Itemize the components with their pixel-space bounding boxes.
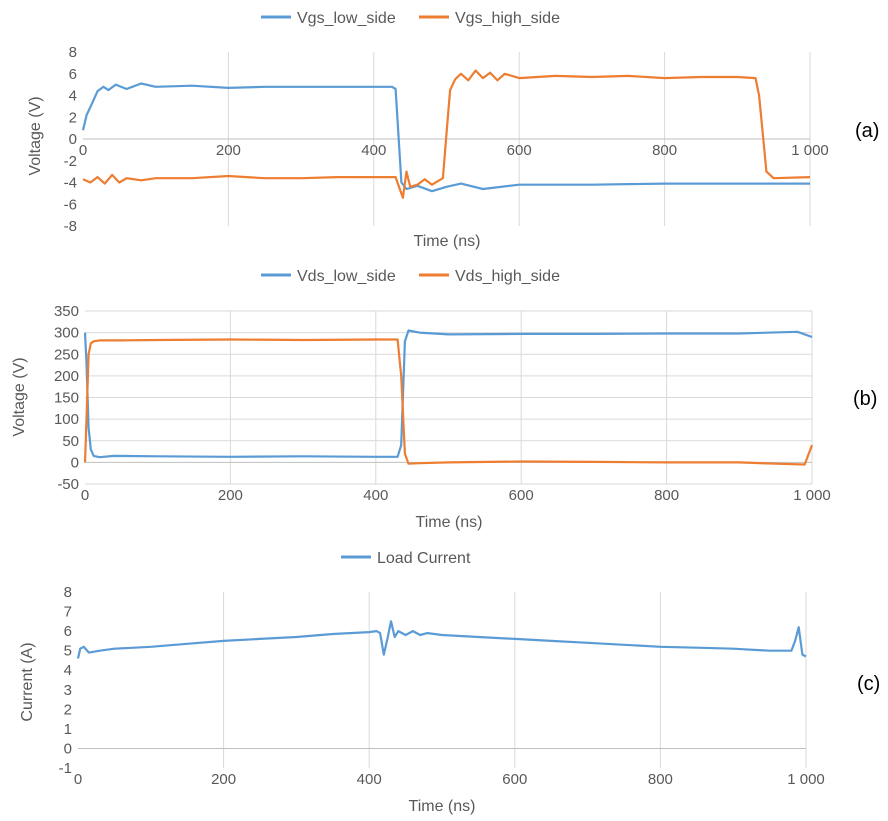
x-tick-label: 200 [211, 771, 236, 788]
y-tick-label: -1 [59, 760, 72, 777]
y-tick-label: 6 [69, 66, 77, 83]
y-tick-label: 6 [64, 623, 72, 640]
x-tick-label: 1 000 [793, 487, 831, 504]
y-tick-label: 0 [64, 740, 72, 757]
x-tick-labels: 0 200 400 600 800 1 000 [81, 487, 831, 504]
y-tick-label: -6 [64, 196, 77, 213]
y-tick-label: 4 [64, 662, 72, 679]
gridlines [83, 52, 811, 226]
chart-panel-c: Load Current 0 200 400 600 800 1 000 -1012345… [19, 550, 880, 815]
y-tick-label: 0 [71, 454, 79, 471]
gridlines [85, 310, 813, 485]
y-tick-label: -2 [64, 153, 77, 170]
panel-label-b: (b) [853, 388, 877, 410]
y-tick-label: 150 [54, 390, 79, 407]
x-tick-label: 0 [74, 771, 82, 788]
legend: Vgs_low_side Vgs_high_side [261, 10, 560, 27]
y-tick-label: 250 [54, 346, 79, 363]
x-axis-title: Time (ns) [409, 798, 476, 815]
y-tick-labels: -1 0 1 2 3 4 5 6 7 8 [59, 584, 72, 777]
y-tick-label: -8 [64, 218, 77, 235]
legend-label-vds-low-side: Vds_low_side [297, 268, 396, 285]
x-tick-label: 1 000 [791, 142, 829, 159]
y-tick-label: -4 [64, 175, 77, 192]
y-tick-label: 8 [64, 584, 72, 601]
panel-label-a: (a) [855, 120, 879, 142]
series-lines [83, 329, 814, 466]
y-tick-label: 350 [54, 303, 79, 320]
x-axis-title: Time (ns) [416, 514, 483, 531]
chart-panel-b: Vds_low_side Vds_high_side 0 200 400 600 800… [11, 268, 877, 531]
series-line-vgs-low-side [81, 82, 810, 193]
series-line-load-current [76, 620, 807, 659]
series-lines [81, 69, 811, 199]
y-axis-title: Current (A) [19, 642, 36, 721]
x-tick-label: 400 [363, 487, 388, 504]
x-tick-label: 800 [652, 142, 677, 159]
y-tick-label: 1 [64, 721, 72, 738]
legend: Vds_low_side Vds_high_side [261, 268, 560, 285]
x-tick-labels: 0 200 400 600 800 1 000 [79, 142, 829, 159]
panel-label-c: (c) [857, 673, 880, 695]
y-tick-label: 2 [69, 109, 77, 126]
legend-label-vds-high-side: Vds_high_side [455, 268, 560, 285]
x-tick-label: 200 [218, 487, 243, 504]
x-tick-label: 0 [79, 142, 87, 159]
x-tick-label: 800 [654, 487, 679, 504]
x-axis-title: Time (ns) [414, 233, 481, 250]
y-tick-label: 8 [69, 44, 77, 61]
y-tick-label: 50 [62, 433, 79, 450]
series-line-vgs-high-side [82, 69, 811, 199]
x-tick-label: 600 [507, 142, 532, 159]
y-tick-labels: -50 0 50 100 150 200 250 300 350 [54, 303, 79, 493]
x-tick-label: 1 000 [787, 771, 825, 788]
x-tick-label: 0 [81, 487, 89, 504]
y-tick-label: 100 [54, 411, 79, 428]
gridlines [78, 592, 807, 768]
y-tick-label: 3 [64, 682, 72, 699]
series-lines [76, 620, 807, 659]
x-tick-label: 400 [361, 142, 386, 159]
y-tick-label: 300 [54, 325, 79, 342]
y-tick-labels: -8 -6 -4 -2 0 2 4 6 8 [64, 44, 77, 235]
legend-label-vgs-high-side: Vgs_high_side [455, 10, 560, 27]
x-tick-labels: 0 200 400 600 800 1 000 [74, 771, 825, 788]
series-line-vds-high-side [83, 338, 814, 466]
y-tick-label: 0 [69, 131, 77, 148]
legend: Load Current [341, 550, 471, 567]
series-line-vds-low-side [83, 329, 813, 459]
x-tick-label: 600 [502, 771, 527, 788]
y-tick-label: 2 [64, 701, 72, 718]
y-tick-label: -50 [57, 476, 79, 493]
y-axis-title: Voltage (V) [11, 357, 28, 436]
y-tick-label: 5 [64, 643, 72, 660]
legend-label-load-current: Load Current [377, 550, 471, 567]
legend-label-vgs-low-side: Vgs_low_side [297, 10, 396, 27]
chart-panel-a: Vgs_low_side Vgs_high_side 0 200 400 600 800… [27, 10, 879, 250]
y-axis-title: Voltage (V) [27, 96, 44, 175]
y-tick-label: 200 [54, 368, 79, 385]
y-tick-label: 7 [64, 604, 72, 621]
x-tick-label: 600 [509, 487, 534, 504]
x-tick-label: 200 [216, 142, 241, 159]
x-tick-label: 400 [357, 771, 382, 788]
x-tick-label: 800 [648, 771, 673, 788]
y-tick-label: 4 [69, 88, 77, 105]
